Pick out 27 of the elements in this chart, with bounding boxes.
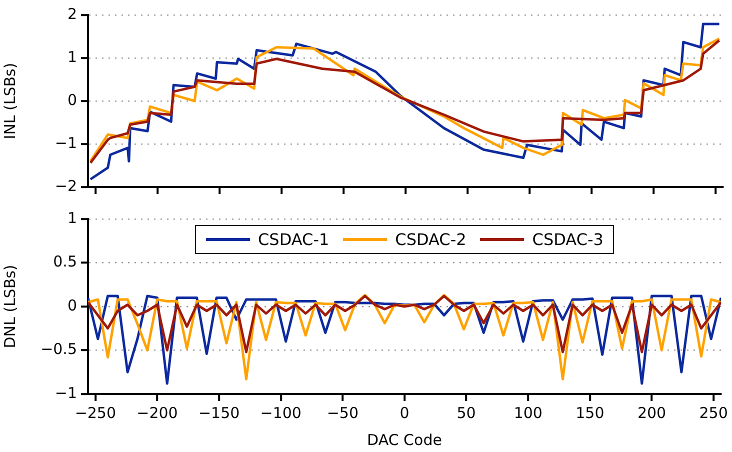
x-tick-label: −250	[74, 404, 116, 422]
legend-label: CSDAC-3	[532, 230, 604, 249]
x-tick-label: 100	[514, 404, 542, 422]
x-tick-label: 250	[699, 404, 728, 422]
y-tick-label: 0	[67, 296, 77, 314]
x-tick-label: 200	[637, 404, 666, 422]
x-tick-label: 50	[456, 404, 476, 422]
y-tick-label: 0	[67, 90, 77, 109]
x-axis-title: DAC Code	[367, 430, 442, 449]
y-tick-label: −1	[54, 134, 77, 152]
y-tick-label: 0.5	[53, 252, 77, 271]
x-tick-label: 0	[400, 404, 410, 422]
legend-label: CSDAC-1	[258, 230, 330, 249]
y-tick-label: −2	[54, 176, 77, 195]
y-tick-label: 2	[67, 4, 77, 23]
x-tick-label: 150	[576, 404, 604, 422]
legend-label: CSDAC-2	[395, 230, 466, 249]
x-tick-label: −150	[198, 404, 240, 422]
y-tick-label: −1	[54, 384, 77, 402]
y-axis-title: DNL (LSBs)	[0, 264, 19, 348]
y-tick-label: −0.5	[40, 340, 77, 358]
y-tick-label: 1	[67, 208, 77, 227]
y-tick-label: 1	[67, 48, 77, 66]
x-tick-label: −100	[260, 404, 302, 422]
x-tick-label: −50	[326, 404, 359, 422]
y-axis-title: INL (LSBs)	[0, 62, 19, 140]
x-tick-label: −200	[136, 404, 178, 422]
